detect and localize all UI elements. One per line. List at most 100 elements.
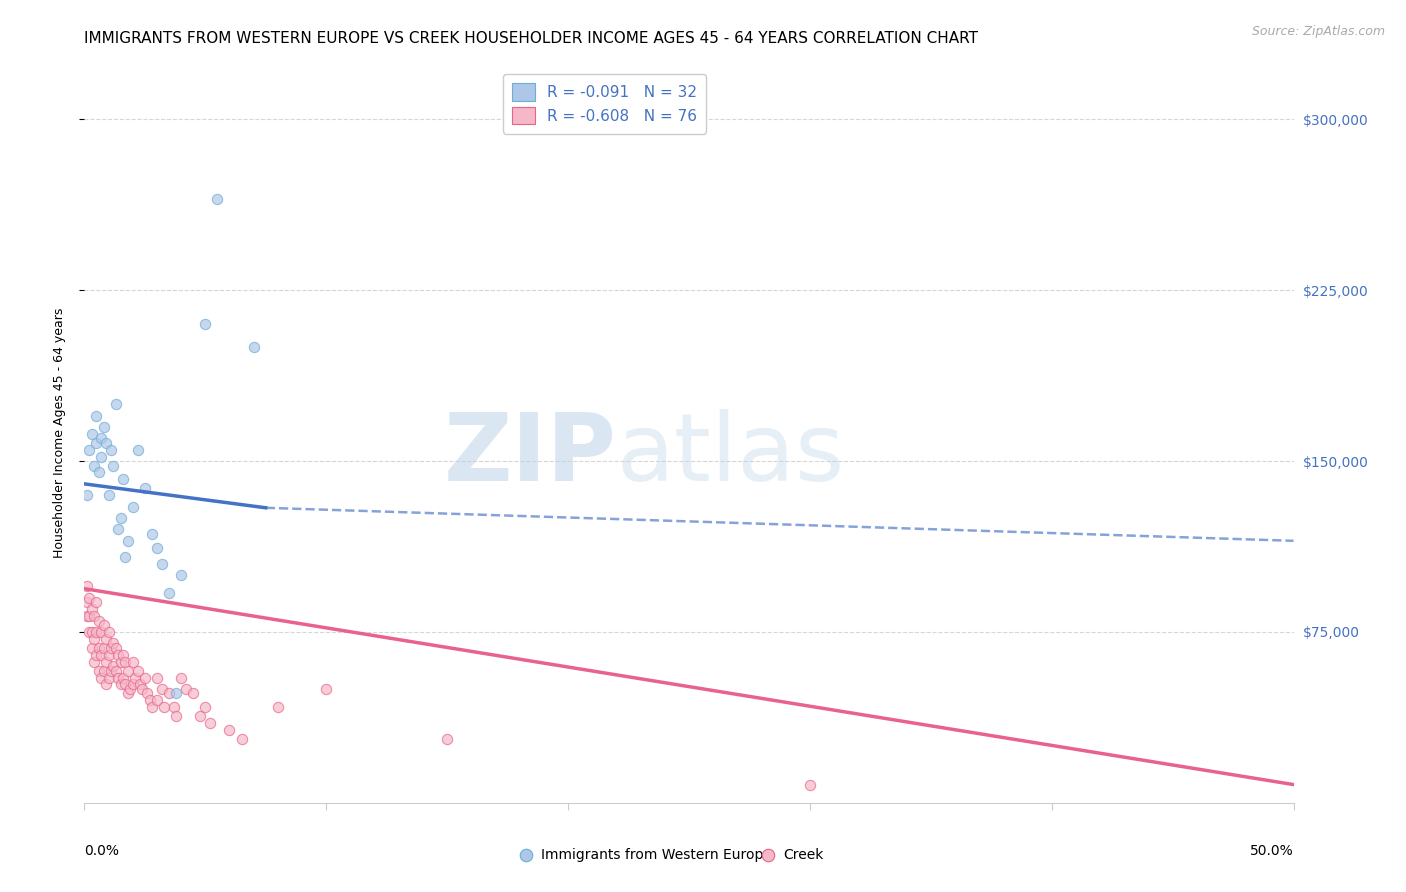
Point (83, 609, 105, 624)
Point (165, 709, 187, 723)
Point (153, 700, 176, 714)
Point (134, 671, 156, 685)
Point (83, 458, 105, 473)
Point (110, 677, 132, 691)
Point (127, 442, 149, 457)
Point (134, 482, 156, 496)
Point (138, 693, 160, 707)
Point (129, 677, 152, 691)
Point (117, 686, 139, 700)
Point (90, 671, 112, 685)
Point (436, 731, 458, 746)
Point (77, 624, 100, 639)
Point (170, 671, 193, 685)
Point (77, 609, 100, 624)
Text: 50.0%: 50.0% (1250, 844, 1294, 857)
Point (86, 624, 108, 639)
Point (163, 700, 186, 714)
Point (107, 648, 129, 662)
Point (114, 549, 136, 564)
Point (76, 579, 98, 593)
Point (114, 677, 136, 691)
Point (86, 648, 108, 662)
Point (100, 664, 122, 678)
Point (93, 640, 115, 655)
Point (94, 677, 117, 691)
Text: atlas: atlas (616, 409, 845, 500)
Point (86, 435, 108, 450)
Point (121, 500, 143, 514)
Point (94, 632, 117, 646)
Point (80, 602, 103, 616)
Y-axis label: Householder Income Ages 45 - 64 years: Householder Income Ages 45 - 64 years (53, 308, 66, 558)
Point (90, 648, 112, 662)
Point (124, 671, 146, 685)
Point (121, 655, 143, 669)
Point (231, 731, 253, 746)
Point (90, 431, 112, 445)
Point (104, 397, 127, 411)
Point (117, 664, 139, 678)
Point (207, 192, 229, 206)
Point (86, 595, 108, 609)
Point (86, 409, 108, 423)
Point (76, 609, 98, 624)
Point (141, 700, 163, 714)
Point (799, 778, 821, 792)
Point (103, 458, 125, 473)
Point (127, 664, 149, 678)
Point (181, 686, 204, 700)
Text: Creek: Creek (783, 847, 824, 862)
Point (165, 686, 187, 700)
Point (157, 586, 180, 600)
Point (76, 595, 98, 609)
Point (87, 640, 110, 655)
Point (114, 655, 136, 669)
Point (100, 442, 122, 457)
Point (190, 709, 212, 723)
Point (76, 488, 98, 502)
Point (141, 527, 163, 541)
Point (194, 700, 217, 714)
Point (112, 472, 135, 486)
Point (267, 700, 290, 714)
Point (104, 664, 127, 678)
Point (93, 618, 115, 632)
Point (90, 450, 112, 464)
Point (107, 671, 129, 685)
Point (97, 671, 120, 685)
Point (170, 568, 193, 582)
Point (87, 664, 110, 678)
Text: ZIP: ZIP (443, 409, 616, 500)
Point (80, 640, 103, 655)
Point (97, 648, 120, 662)
Point (103, 659, 125, 673)
Point (80, 624, 103, 639)
Point (87, 466, 110, 480)
Point (83, 655, 105, 669)
Point (90, 624, 112, 639)
Point (97, 488, 120, 502)
Text: IMMIGRANTS FROM WESTERN EUROPE VS CREEK HOUSEHOLDER INCOME AGES 45 - 64 YEARS CO: IMMIGRANTS FROM WESTERN EUROPE VS CREEK … (84, 31, 979, 46)
Point (146, 541, 169, 555)
Legend: R = -0.091   N = 32, R = -0.608   N = 76: R = -0.091 N = 32, R = -0.608 N = 76 (502, 74, 706, 134)
Point (104, 640, 127, 655)
Point (94, 435, 117, 450)
Point (121, 677, 143, 691)
Point (112, 671, 135, 685)
Point (93, 664, 115, 678)
Point (117, 533, 139, 548)
Point (146, 693, 169, 707)
Point (157, 686, 180, 700)
Point (136, 686, 159, 700)
Point (242, 340, 264, 354)
Point (110, 655, 132, 669)
Point (150, 557, 173, 571)
Point (93, 420, 115, 434)
Point (218, 723, 240, 737)
Point (315, 681, 337, 696)
Point (194, 318, 217, 332)
Text: Source: ZipAtlas.com: Source: ZipAtlas.com (1251, 25, 1385, 38)
Point (150, 681, 173, 696)
Point (107, 523, 129, 537)
